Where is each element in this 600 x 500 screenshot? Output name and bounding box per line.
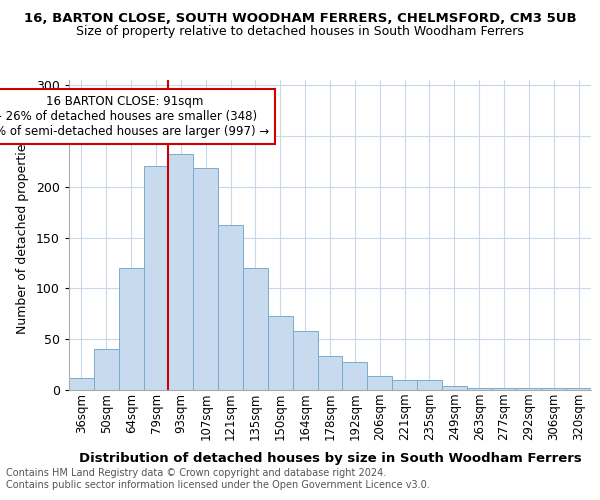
Bar xyxy=(491,388,517,390)
Bar xyxy=(367,376,392,390)
Bar xyxy=(169,154,193,390)
Text: Contains HM Land Registry data © Crown copyright and database right 2024.: Contains HM Land Registry data © Crown c… xyxy=(6,468,386,477)
Bar xyxy=(442,386,467,390)
Bar xyxy=(119,268,143,390)
Text: Contains public sector information licensed under the Open Government Licence v3: Contains public sector information licen… xyxy=(6,480,430,490)
Bar xyxy=(392,380,417,390)
Text: 16, BARTON CLOSE, SOUTH WOODHAM FERRERS, CHELMSFORD, CM3 5UB: 16, BARTON CLOSE, SOUTH WOODHAM FERRERS,… xyxy=(23,12,577,26)
Text: Size of property relative to detached houses in South Woodham Ferrers: Size of property relative to detached ho… xyxy=(76,25,524,38)
Bar xyxy=(517,388,541,390)
X-axis label: Distribution of detached houses by size in South Woodham Ferrers: Distribution of detached houses by size … xyxy=(79,452,581,464)
Bar xyxy=(193,168,218,390)
Bar xyxy=(417,380,442,390)
Bar xyxy=(143,166,169,390)
Bar xyxy=(243,268,268,390)
Bar xyxy=(541,388,566,390)
Bar xyxy=(293,331,317,390)
Bar xyxy=(94,350,119,390)
Text: 16 BARTON CLOSE: 91sqm
← 26% of detached houses are smaller (348)
74% of semi-de: 16 BARTON CLOSE: 91sqm ← 26% of detached… xyxy=(0,95,269,138)
Bar xyxy=(268,316,293,390)
Y-axis label: Number of detached properties: Number of detached properties xyxy=(16,136,29,334)
Bar xyxy=(566,388,591,390)
Bar xyxy=(218,226,243,390)
Bar xyxy=(343,362,367,390)
Bar xyxy=(467,388,491,390)
Bar xyxy=(317,356,343,390)
Bar xyxy=(69,378,94,390)
